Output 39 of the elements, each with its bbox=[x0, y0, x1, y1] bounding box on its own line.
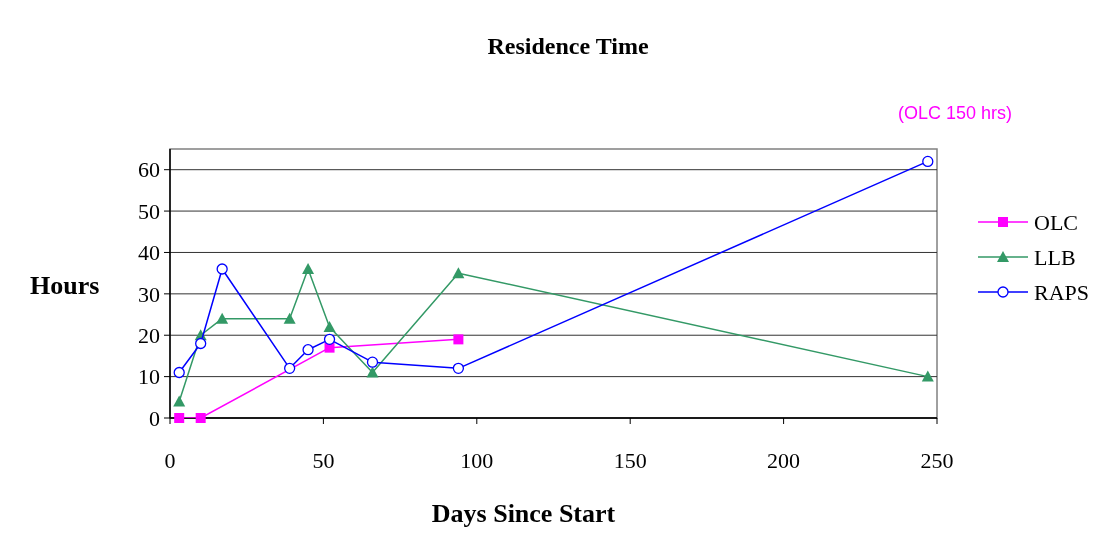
point bbox=[173, 395, 186, 407]
point bbox=[921, 370, 934, 382]
point bbox=[174, 413, 185, 423]
point bbox=[922, 155, 934, 168]
x-axis-title: Days Since Start bbox=[431, 499, 616, 528]
x-tick-label: 100 bbox=[460, 448, 494, 473]
x-tick-label: 0 bbox=[164, 448, 176, 473]
point bbox=[323, 320, 336, 332]
x-tick-label: 150 bbox=[613, 448, 647, 473]
y-axis-title: Hours bbox=[30, 271, 100, 300]
point bbox=[216, 263, 228, 275]
point bbox=[366, 356, 379, 368]
y-tick-label: 50 bbox=[138, 198, 160, 224]
x-tick-label: 250 bbox=[920, 448, 954, 473]
y-tick-label: 0 bbox=[149, 405, 160, 431]
legend-label: LLB bbox=[1034, 244, 1076, 270]
y-tick-label: 20 bbox=[138, 322, 160, 348]
x-tick-label: 50 bbox=[312, 448, 335, 473]
legend-label: RAPS bbox=[1034, 279, 1090, 305]
y-tick-label: 30 bbox=[138, 281, 160, 307]
point bbox=[453, 334, 464, 345]
point bbox=[284, 362, 296, 374]
y-tick-label: 10 bbox=[138, 364, 160, 390]
legend-label: OLC bbox=[1034, 209, 1078, 235]
chart-title: Residence Time bbox=[487, 33, 649, 59]
text: (OLC 150 hrs) bbox=[897, 103, 1012, 123]
point bbox=[323, 333, 336, 346]
y-tick-label: 40 bbox=[138, 240, 160, 266]
x-tick-label: 200 bbox=[767, 448, 801, 473]
point bbox=[216, 312, 229, 324]
point bbox=[452, 267, 465, 279]
point bbox=[195, 337, 207, 350]
point bbox=[173, 366, 185, 379]
point bbox=[302, 344, 314, 356]
point bbox=[195, 413, 206, 423]
y-tick-label: 60 bbox=[138, 157, 160, 183]
point bbox=[283, 312, 296, 324]
point bbox=[452, 362, 465, 374]
point bbox=[302, 263, 315, 275]
